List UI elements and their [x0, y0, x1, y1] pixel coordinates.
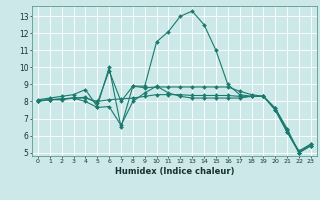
X-axis label: Humidex (Indice chaleur): Humidex (Indice chaleur) [115, 167, 234, 176]
